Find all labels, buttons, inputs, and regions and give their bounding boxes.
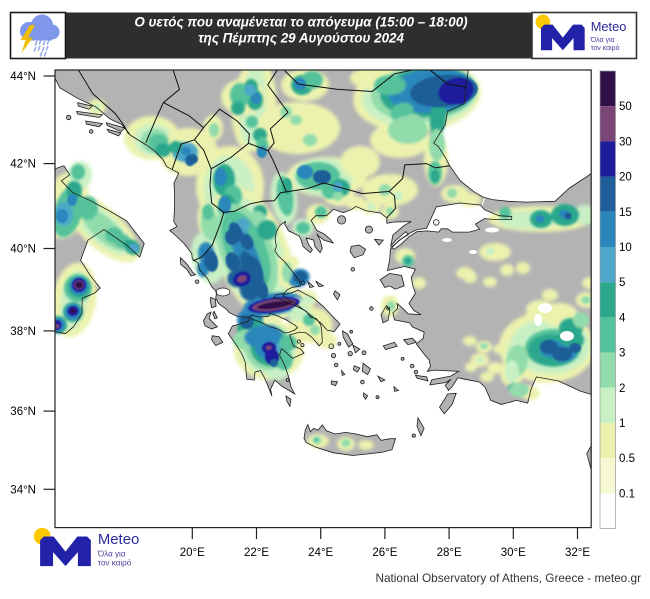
svg-text:τον καιρό: τον καιρό xyxy=(591,44,620,52)
svg-text:0.5: 0.5 xyxy=(619,453,635,465)
svg-text:44°N: 44°N xyxy=(10,71,36,83)
svg-text:24°E: 24°E xyxy=(308,547,333,559)
svg-text:20: 20 xyxy=(619,172,632,184)
svg-text:30°E: 30°E xyxy=(501,547,526,559)
svg-text:32°E: 32°E xyxy=(565,547,590,559)
svg-text:28°E: 28°E xyxy=(437,547,462,559)
svg-text:2: 2 xyxy=(619,383,625,395)
svg-text:10: 10 xyxy=(619,242,632,254)
svg-text:50: 50 xyxy=(619,101,632,113)
svg-text:22°E: 22°E xyxy=(244,547,269,559)
svg-text:26°E: 26°E xyxy=(372,547,397,559)
svg-text:3: 3 xyxy=(619,348,625,360)
svg-text:36°N: 36°N xyxy=(10,406,36,418)
svg-text:30: 30 xyxy=(619,136,632,148)
svg-text:34°N: 34°N xyxy=(10,484,36,496)
svg-text:Meteo: Meteo xyxy=(98,532,139,548)
svg-text:42°N: 42°N xyxy=(10,159,36,171)
svg-text:1: 1 xyxy=(619,418,625,430)
svg-text:20°E: 20°E xyxy=(180,547,205,559)
svg-text:15: 15 xyxy=(619,207,632,219)
svg-text:Όλα για: Όλα για xyxy=(97,549,126,558)
svg-text:της Πέμπτης 29 Αυγούστου 2024: της Πέμπτης 29 Αυγούστου 2024 xyxy=(198,31,404,46)
svg-text:4: 4 xyxy=(619,312,626,324)
svg-text:Meteo: Meteo xyxy=(591,19,627,34)
svg-text:Ο υετός που αναμένεται το απόγ: Ο υετός που αναμένεται το απόγευμα (15:0… xyxy=(134,14,468,29)
svg-text:Όλα για: Όλα για xyxy=(590,37,615,44)
svg-text:5: 5 xyxy=(619,277,625,289)
svg-text:38°N: 38°N xyxy=(10,326,36,338)
svg-text:τον καιρό: τον καιρό xyxy=(98,559,132,568)
svg-text:0.1: 0.1 xyxy=(619,488,635,500)
svg-text:40°N: 40°N xyxy=(10,244,36,256)
svg-text:National Observatory of Athens: National Observatory of Athens, Greece -… xyxy=(375,571,641,585)
